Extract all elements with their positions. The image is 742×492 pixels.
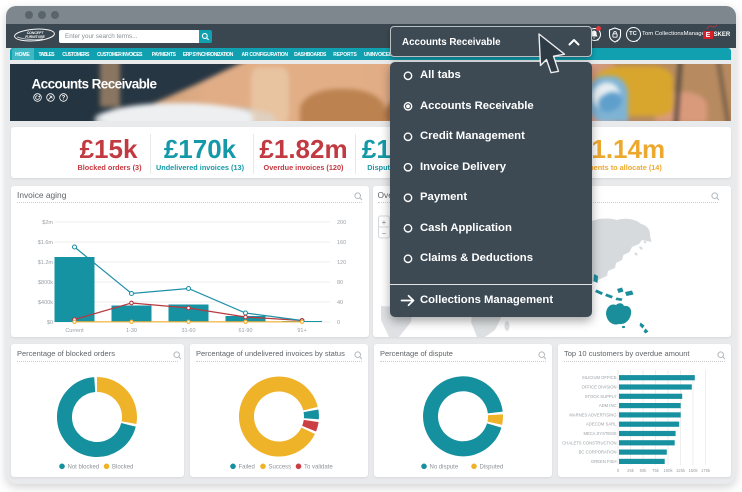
svg-text:CHALETS CONSTRUCTION: CHALETS CONSTRUCTION xyxy=(562,440,616,445)
svg-text:Accounts Receivable: Accounts Receivable xyxy=(32,76,158,91)
svg-text:125k: 125k xyxy=(676,468,686,473)
svg-text:To validate: To validate xyxy=(304,465,333,471)
svg-text:?: ? xyxy=(61,96,65,102)
svg-text:25k: 25k xyxy=(627,468,635,473)
svg-text:80: 80 xyxy=(337,280,343,286)
svg-text:PAYMENTS: PAYMENTS xyxy=(152,52,177,58)
svg-text:0: 0 xyxy=(337,320,340,326)
svg-text:$800k: $800k xyxy=(38,280,53,286)
svg-text:40: 40 xyxy=(337,300,343,306)
svg-text:120: 120 xyxy=(337,260,346,266)
svg-text:OFFICE DIVISION: OFFICE DIVISION xyxy=(582,385,617,390)
svg-text:Failed: Failed xyxy=(239,465,255,471)
svg-text:91+: 91+ xyxy=(297,328,306,334)
svg-text:CONCEPT: CONCEPT xyxy=(27,31,45,35)
svg-text:175k: 175k xyxy=(701,468,711,473)
svg-text:200: 200 xyxy=(337,220,346,226)
svg-text:TABLES: TABLES xyxy=(39,52,56,58)
svg-text:GREEN FISH: GREEN FISH xyxy=(591,459,617,464)
svg-text:Success: Success xyxy=(269,465,292,471)
svg-text:DASHBOARDS: DASHBOARDS xyxy=(294,52,327,58)
svg-text:MECA SYSTEMS: MECA SYSTEMS xyxy=(583,431,616,436)
svg-text:100k: 100k xyxy=(663,468,673,473)
svg-text:Current: Current xyxy=(65,328,84,334)
svg-text:HOME: HOME xyxy=(15,52,30,58)
svg-text:$1.6m: $1.6m xyxy=(38,240,54,246)
svg-text:STOCK SUPPLY: STOCK SUPPLY xyxy=(585,394,617,399)
svg-text:Disputed: Disputed xyxy=(480,465,504,471)
svg-text:75k: 75k xyxy=(652,468,660,473)
svg-text:31-60: 31-60 xyxy=(181,328,195,334)
svg-text:Blocked: Blocked xyxy=(112,465,133,471)
svg-text:No dispute: No dispute xyxy=(430,465,459,471)
svg-text:Not blocked: Not blocked xyxy=(68,465,100,471)
svg-text:REPORTS: REPORTS xyxy=(333,52,357,58)
svg-text:$2m: $2m xyxy=(42,220,53,226)
svg-text:ERP SYNCHRONIZATION: ERP SYNCHRONIZATION xyxy=(183,52,234,58)
svg-text:$1.2m: $1.2m xyxy=(38,260,54,266)
svg-text:MARNES ADVERTISING: MARNES ADVERTISING xyxy=(569,412,616,417)
svg-text:150k: 150k xyxy=(688,468,698,473)
svg-text:CUSTOMERS: CUSTOMERS xyxy=(62,52,90,58)
svg-text:61-90: 61-90 xyxy=(238,328,252,334)
svg-text:$0: $0 xyxy=(47,320,53,326)
svg-text:50k: 50k xyxy=(640,468,648,473)
svg-text:−: − xyxy=(381,229,386,238)
svg-text:BC CORPORATION: BC CORPORATION xyxy=(579,450,617,455)
svg-text:+: + xyxy=(381,218,386,227)
svg-text:0: 0 xyxy=(617,468,620,473)
svg-text:1-30: 1-30 xyxy=(126,328,137,334)
svg-text:160: 160 xyxy=(337,240,346,246)
svg-text:SILICIUM OFFICE: SILICIUM OFFICE xyxy=(582,375,617,380)
svg-text:AR CONFIGURATION: AR CONFIGURATION xyxy=(242,52,289,58)
svg-text:$400k: $400k xyxy=(38,300,53,306)
svg-text:CUSTOMER INVOICES: CUSTOMER INVOICES xyxy=(97,52,143,58)
svg-text:ADECOM SARL: ADECOM SARL xyxy=(586,422,617,427)
svg-text:ADM INC: ADM INC xyxy=(599,403,617,408)
svg-text:FURNITURE: FURNITURE xyxy=(25,35,45,39)
